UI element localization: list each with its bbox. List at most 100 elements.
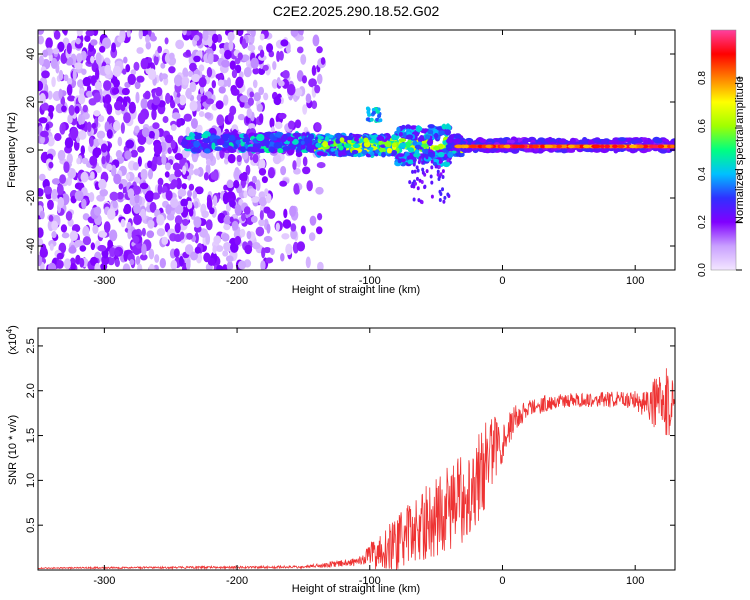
snr-frame xyxy=(37,327,676,571)
spectrogram-cell xyxy=(149,263,155,270)
spectrogram-cell xyxy=(223,215,233,225)
spectrogram-cell xyxy=(207,35,213,47)
spectrogram-cell xyxy=(279,50,284,61)
spectrogram-cell xyxy=(123,250,129,262)
spectrogram-cell xyxy=(211,43,217,52)
spectrogram-cell xyxy=(453,134,462,139)
spectrogram-cell xyxy=(52,47,60,55)
spectrogram-cell xyxy=(165,190,173,201)
spectrogram-cell xyxy=(230,242,239,253)
spectrogram-cell xyxy=(258,86,265,96)
spectrogram-cell xyxy=(126,30,131,38)
spectrogram-cell xyxy=(265,257,274,264)
spectrogram-cell xyxy=(363,137,369,143)
spectrogram-cell xyxy=(668,140,675,146)
spectrogram-cell xyxy=(68,104,75,116)
spectrogram-cell xyxy=(51,231,57,239)
spectrogram-cell xyxy=(247,188,257,197)
spectrogram-cell xyxy=(167,147,172,155)
spectrogram-cell xyxy=(263,206,271,214)
spectrogram-cell xyxy=(204,112,212,119)
spectrogram-cell xyxy=(171,179,178,188)
spectrogram-cell xyxy=(421,170,425,175)
spectrogram-cell xyxy=(90,55,95,64)
spectrogram-cell xyxy=(137,112,146,125)
spectrogram-cell xyxy=(271,79,279,89)
spectrogram-cell xyxy=(477,144,483,149)
spectrogram-cell xyxy=(617,144,625,149)
spectrogram-cell xyxy=(168,66,176,74)
spectrogram-cell xyxy=(179,255,184,267)
spectrogram-cell xyxy=(152,155,158,165)
spectrogram-cell xyxy=(240,54,250,62)
spectrogram-cell xyxy=(194,201,199,209)
spectrogram-cell xyxy=(433,132,439,139)
spectrogram-cell xyxy=(272,60,277,71)
spectrogram-cell xyxy=(213,235,222,245)
spectrogram-cell xyxy=(408,180,412,185)
spectrogram-cell xyxy=(78,130,87,140)
snr-panel: -300 -200 -100 0 100 0.5 1.0 1.5 2.0 2.5 Height o… xyxy=(5,325,676,595)
spectrogram-cell xyxy=(315,186,324,195)
spectrogram-cell xyxy=(519,144,525,149)
spectrogram-cell xyxy=(503,144,511,149)
spectrogram-cell xyxy=(556,144,563,149)
spectrogram-cell xyxy=(125,64,131,73)
spectrogram-cell xyxy=(39,210,45,220)
spectrogram-cell xyxy=(63,258,72,270)
spectrogram-cell xyxy=(97,244,107,252)
spectrogram-cell xyxy=(446,192,450,197)
spectrogram-cell xyxy=(104,121,110,133)
spectrogram-cell xyxy=(421,160,425,165)
spectrogram-cell xyxy=(239,228,246,238)
x-tick-label: 100 xyxy=(626,575,644,587)
spectrogram-cell xyxy=(421,143,429,148)
spectrogram-cell xyxy=(204,148,211,154)
spectrogram-cell xyxy=(59,174,67,184)
spectrogram-cell xyxy=(416,186,420,191)
spectrogram-cell xyxy=(104,64,112,75)
spectrogram-cell xyxy=(280,165,287,176)
spectrogram-cell xyxy=(137,156,142,167)
spectrogram-cell xyxy=(196,124,203,133)
spectrogram-cell xyxy=(320,57,326,65)
spectrogram-cell xyxy=(670,144,675,149)
spectrogram-cell xyxy=(94,81,102,91)
spectrogram-cell xyxy=(221,59,230,68)
spectrogram-cell xyxy=(212,195,218,207)
spectrogram-cell xyxy=(206,198,213,210)
spectrogram-cell xyxy=(94,67,100,80)
spectrogram-cell xyxy=(302,166,311,175)
spectrogram-cell xyxy=(424,134,431,140)
spectrogram-cell xyxy=(479,138,487,144)
spectrogram-cell xyxy=(103,221,111,233)
spectrogram-cell xyxy=(215,245,224,253)
spectrogram-cell xyxy=(314,84,321,94)
spectrogram-cell xyxy=(282,69,290,79)
spectrogram-cell xyxy=(107,239,114,250)
spectrogram-cell xyxy=(48,161,54,169)
spectrogram-cell xyxy=(169,99,176,109)
spectrogram-cell xyxy=(464,148,473,153)
spectrogram-cell xyxy=(427,151,435,158)
spectrogram-cell xyxy=(413,152,421,158)
spectrogram-cell xyxy=(61,30,68,35)
spectrogram-cell xyxy=(258,218,266,227)
spectrogram-cell xyxy=(366,110,371,115)
spectrogram-cell xyxy=(397,158,402,164)
spectrogram-cell xyxy=(425,169,429,174)
spectrogram-cell xyxy=(429,174,433,179)
spectrogram-cell xyxy=(181,140,189,146)
spectrogram-cell xyxy=(134,125,140,134)
spectrogram-cell xyxy=(256,133,265,142)
spectrogram-cell xyxy=(79,88,85,96)
spectrogram-cell xyxy=(86,121,92,133)
spectrogram-cell xyxy=(90,39,98,46)
spectrogram-cell xyxy=(499,139,507,144)
snr-line-layer xyxy=(38,368,675,570)
spectrogram-cell xyxy=(303,137,311,145)
spectrogram-cell xyxy=(125,139,135,149)
spectrogram-cell xyxy=(161,154,167,166)
spectrogram-cell xyxy=(94,262,101,270)
spectrogram-cell xyxy=(186,200,193,210)
